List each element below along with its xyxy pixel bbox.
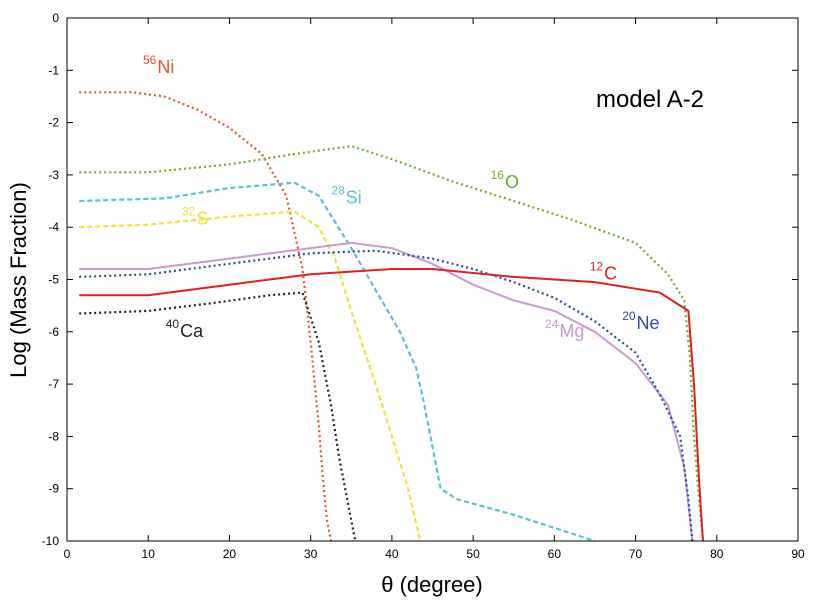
isotope-element: Si — [346, 188, 362, 208]
isotope-element: Ne — [637, 313, 660, 333]
isotope-mass-number: 32 — [182, 205, 196, 219]
isotope-mass-number: 56 — [143, 53, 157, 67]
x-tick-label: 70 — [629, 547, 643, 561]
y-tick-label: -6 — [48, 325, 59, 339]
y-tick-label: -10 — [42, 534, 60, 548]
axis-ticks: 0 10 20 30 40 50 60 70 80 90 0 -1 -2 -3 -4 -5 -6 -7 -8 -9 -1… — [42, 11, 805, 561]
x-tick-label: 10 — [142, 547, 156, 561]
x-tick-label: 80 — [710, 547, 724, 561]
series-label-16o: 16 O — [491, 168, 519, 192]
y-tick-label: -5 — [48, 273, 59, 287]
y-tick-label: 0 — [52, 11, 59, 25]
x-tick-label: 60 — [548, 547, 562, 561]
series-line-24mg — [79, 241, 694, 542]
series-label-20ne: 20 Ne — [622, 309, 659, 333]
series-label-28si: 28 Si — [331, 184, 361, 208]
y-tick-label: -2 — [48, 116, 59, 130]
series-line-56ni — [79, 91, 333, 542]
series-label-56ni: 56 Ni — [143, 53, 174, 77]
x-tick-label: 30 — [304, 547, 318, 561]
isotope-mass-number: 20 — [622, 309, 636, 323]
series-lines — [79, 91, 705, 543]
x-tick-label: 20 — [223, 547, 237, 561]
series-line-32s — [79, 210, 422, 542]
x-axis-label: θ (degree) — [381, 572, 483, 597]
x-tick-label: 90 — [791, 547, 805, 561]
y-tick-label: -3 — [48, 168, 59, 182]
series-label-24mg: 24 Mg — [545, 317, 584, 341]
x-tick-label: 0 — [64, 547, 71, 561]
series-label-40ca: 40 Ca — [166, 317, 204, 341]
series-line-28si — [79, 181, 596, 543]
chart-title: model A-2 — [596, 86, 704, 113]
isotope-mass-number: 24 — [545, 317, 559, 331]
series-label-32s: 32 S — [182, 205, 208, 229]
y-tick-label: -1 — [48, 63, 59, 77]
y-tick-label: -7 — [48, 377, 59, 391]
isotope-element: Ca — [180, 321, 204, 341]
series-line-40ca — [79, 291, 357, 542]
x-tick-label: 40 — [385, 547, 399, 561]
series-line-20ne — [79, 249, 694, 542]
isotope-mass-number: 12 — [590, 260, 604, 274]
series-line-16o — [79, 145, 705, 542]
y-axis-label: Log (Mass Fraction) — [6, 182, 31, 378]
y-tick-label: -9 — [48, 482, 59, 496]
isotope-mass-number: 16 — [491, 168, 505, 182]
series-label-12c: 12 C — [590, 260, 617, 284]
series-labels: 56 Ni 28 Si 32 S 16 O 12 C 20 Ne 24 Mg 40 Ca — [143, 53, 660, 341]
x-tick-label: 50 — [466, 547, 480, 561]
isotope-element: Ni — [157, 57, 174, 77]
isotope-element: C — [604, 264, 617, 284]
isotope-element: Mg — [559, 321, 584, 341]
isotope-element: S — [196, 209, 208, 229]
y-tick-label: -8 — [48, 429, 59, 443]
isotope-mass-number: 28 — [331, 184, 345, 198]
series-line-12c — [79, 268, 704, 542]
isotope-element: O — [505, 172, 519, 192]
y-tick-label: -4 — [48, 220, 59, 234]
isotope-mass-number: 40 — [166, 317, 180, 331]
